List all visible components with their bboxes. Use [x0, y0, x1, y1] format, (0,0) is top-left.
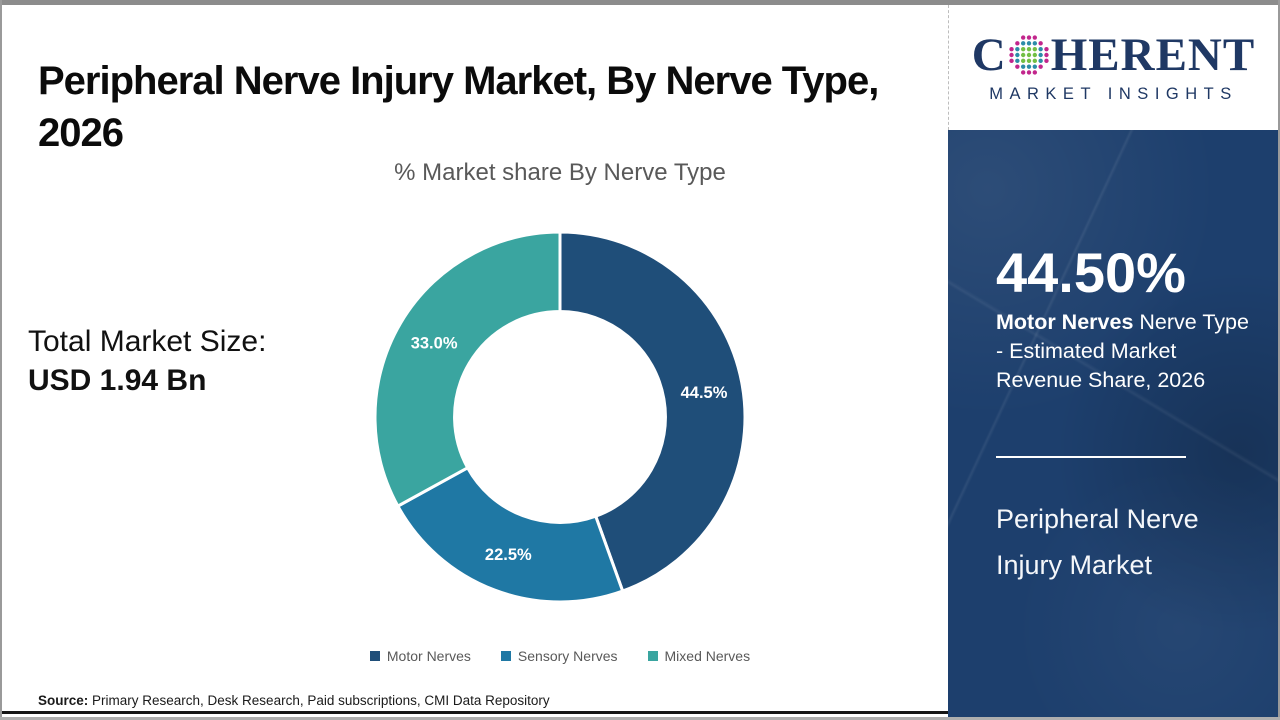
report-title-line2: Injury Market	[996, 550, 1153, 580]
donut-chart-svg: 44.5% 22.5% 33.0%	[373, 230, 747, 604]
legend-item-motor-nerves: Motor Nerves	[369, 648, 471, 664]
globe-dot	[1038, 52, 1043, 58]
globe-dot	[1038, 41, 1043, 46]
globe-dot	[1038, 64, 1043, 69]
donut-slice-sensory-nerves	[395, 465, 625, 604]
legend-label: Motor Nerves	[386, 648, 471, 664]
highlight-stat-rest: Nerve Type - Estimated Market Revenue Sh…	[996, 310, 1249, 392]
globe-dot	[1009, 46, 1014, 52]
donut-slice-motor-nerves	[558, 230, 747, 593]
globe-dot	[1032, 70, 1037, 75]
globe-dot	[1032, 64, 1037, 69]
legend-label: Sensory Nerves	[517, 648, 618, 664]
globe-dot	[1026, 70, 1031, 75]
sidebar-divider-line	[996, 456, 1186, 458]
slice-data-label: 22.5%	[485, 546, 532, 564]
slice-data-label: 33.0%	[411, 335, 458, 353]
world-map-texture	[948, 130, 1278, 717]
brand-logo-wordmark: C HERENT	[971, 28, 1256, 81]
slice-data-label: 44.5%	[681, 384, 728, 402]
globe-dot	[1038, 58, 1043, 64]
globe-dot	[1043, 52, 1049, 58]
frame-bottom-border	[0, 717, 1280, 720]
legend-item-sensory-nerves: Sensory Nerves	[500, 648, 618, 664]
globe-dot	[1020, 52, 1026, 58]
source-text: Primary Research, Desk Research, Paid su…	[88, 693, 550, 708]
right-sidebar: C HERENT MARKET INSIGHTS 44.50% Motor Ne…	[948, 5, 1278, 717]
donut-chart: 44.5% 22.5% 33.0%	[370, 227, 750, 607]
legend-swatch-icon	[647, 651, 658, 661]
frame-right-border	[1278, 0, 1280, 720]
globe-dot	[1020, 70, 1026, 75]
globe-dot	[1026, 41, 1031, 46]
globe-dot	[1020, 58, 1026, 64]
highlight-stat-description: Motor Nerves Nerve Type - Estimated Mark…	[996, 308, 1256, 395]
globe-dot	[1014, 58, 1020, 64]
sidebar-panel: 44.50% Motor Nerves Nerve Type - Estimat…	[948, 130, 1278, 717]
globe-dot	[1020, 41, 1026, 46]
chart-legend: Motor Nerves Sensory Nerves Mixed Nerves	[176, 648, 944, 664]
report-title-line1: Peripheral Nerve	[996, 504, 1199, 534]
donut-slice-mixed-nerves	[373, 230, 562, 509]
brand-logo: C HERENT MARKET INSIGHTS	[948, 5, 1278, 130]
bottom-divider-line	[0, 711, 948, 714]
globe-dot	[1014, 46, 1020, 52]
total-market-label: Total Market Size:	[28, 325, 267, 358]
total-market-value: USD 1.94 Bn	[28, 364, 207, 397]
highlight-stat-segment: Motor Nerves	[996, 310, 1134, 334]
globe-dot	[1009, 58, 1014, 64]
globe-dot	[1020, 35, 1026, 40]
globe-dot	[1032, 41, 1037, 46]
frame-left-border	[0, 0, 2, 720]
globe-dot	[1020, 46, 1026, 52]
legend-swatch-icon	[500, 651, 511, 661]
globe-dot	[1043, 46, 1049, 52]
globe-dot	[1014, 64, 1020, 69]
source-label: Source:	[38, 693, 89, 708]
globe-dot	[1043, 58, 1049, 64]
logo-letters-herent: HERENT	[1050, 28, 1256, 81]
total-market-size: Total Market Size: USD 1.94 Bn	[28, 322, 266, 400]
coherent-globe-icon	[1009, 35, 1049, 75]
globe-dot	[1038, 46, 1043, 52]
globe-dot	[1026, 35, 1031, 40]
globe-dot	[1026, 52, 1031, 58]
source-note: Source: Primary Research, Desk Research,…	[38, 693, 550, 708]
frame-top-border	[0, 0, 1280, 5]
highlight-stat-value: 44.50%	[996, 241, 1186, 304]
logo-tagline: MARKET INSIGHTS	[989, 84, 1238, 103]
legend-swatch-icon	[369, 651, 380, 661]
globe-dot	[1026, 58, 1031, 64]
globe-dot	[1032, 35, 1037, 40]
globe-dot	[1014, 41, 1020, 46]
page-title: Peripheral Nerve Injury Market, By Nerve…	[38, 58, 879, 155]
globe-dot	[1032, 58, 1037, 64]
logo-letter-c: C	[971, 28, 1007, 81]
globe-dot	[1032, 52, 1037, 58]
legend-label: Mixed Nerves	[664, 648, 751, 664]
chart-title: % Market share By Nerve Type	[394, 159, 726, 186]
globe-dot	[1020, 64, 1026, 69]
globe-dot	[1014, 52, 1020, 58]
globe-dot	[1026, 46, 1031, 52]
legend-item-mixed-nerves: Mixed Nerves	[647, 648, 751, 664]
globe-dot	[1032, 46, 1037, 52]
globe-dot	[1009, 52, 1014, 58]
report-title: Peripheral Nerve Injury Market	[996, 496, 1199, 588]
globe-dot	[1026, 64, 1031, 69]
